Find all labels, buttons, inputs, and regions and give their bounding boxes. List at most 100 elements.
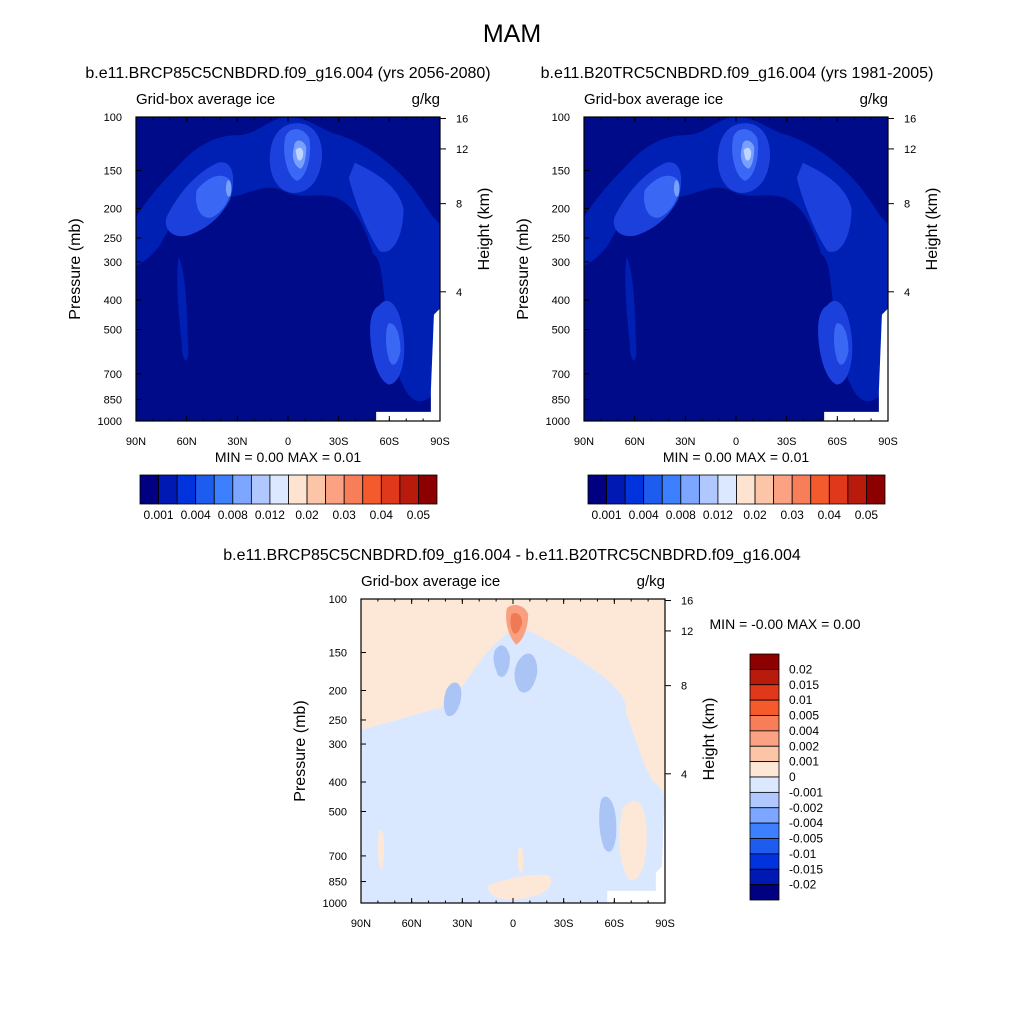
y2-tick-label: 4	[904, 287, 910, 299]
contour-region	[517, 846, 524, 873]
y-tick-label: 100	[552, 112, 570, 124]
y2-tick-label: 8	[681, 681, 687, 693]
colorbar-swatch	[232, 474, 252, 505]
colorbar-label: 0.005	[789, 709, 819, 723]
colorbar-label: 0.05	[407, 508, 431, 522]
y-tick-label: 500	[552, 324, 570, 336]
y2-axis-title: Height (km)	[701, 698, 718, 781]
y2-tick-label: 4	[681, 769, 687, 781]
min-max-stats: MIN = -0.00 MAX = 0.00	[710, 616, 861, 632]
x-tick-label: 60S	[828, 436, 848, 448]
colorbar-swatch	[643, 474, 663, 505]
y-tick-label: 250	[104, 233, 122, 245]
y-axis-title: Pressure (mb)	[67, 218, 84, 319]
y-tick-label: 200	[104, 204, 122, 216]
colorbar-swatch	[325, 474, 345, 505]
panel-units-label: g/kg	[637, 573, 665, 590]
colorbar-swatch	[661, 474, 682, 505]
x-tick-label: 30S	[554, 918, 574, 930]
colorbar-swatch	[828, 474, 849, 505]
topography-mask	[824, 308, 888, 421]
colorbar-label: -0.015	[789, 862, 823, 876]
colorbar-swatch	[418, 474, 438, 505]
contour-region	[488, 874, 551, 900]
x-tick-label: 90N	[126, 436, 146, 448]
panel-variable-label: Grid-box average ice	[136, 91, 275, 108]
colorbar-label: 0.001	[789, 755, 819, 769]
y-tick-label: 150	[552, 166, 570, 178]
colorbar-label: 0	[789, 770, 796, 784]
y-tick-label: 100	[104, 112, 122, 124]
colorbar-swatch	[269, 474, 289, 505]
colorbar-swatch	[749, 776, 780, 793]
colorbar-label: 0.05	[855, 508, 879, 522]
y-tick-label: 1000	[323, 898, 347, 910]
right-contour-panel: Grid-box average ice g/kg 100 150 200 250 300 4…	[515, 91, 941, 522]
colorbar-label: 0.008	[666, 508, 696, 522]
contour-region	[625, 256, 637, 361]
contour-region	[177, 256, 189, 361]
colorbar-label: -0.01	[789, 847, 817, 861]
y2-tick-label: 12	[904, 144, 916, 156]
colorbar-label: 0.015	[789, 678, 819, 692]
colorbar-swatch	[749, 853, 780, 870]
x-tick-label: 30N	[227, 436, 247, 448]
contour-region	[510, 613, 523, 634]
colorbar-label: 0.001	[144, 508, 174, 522]
y-tick-label: 400	[329, 777, 347, 789]
colorbar-label: 0.002	[789, 739, 819, 753]
colorbar-label: 0.001	[592, 508, 622, 522]
colorbar-swatch	[606, 474, 626, 505]
contour-region	[514, 653, 538, 693]
colorbar-swatch	[749, 668, 780, 686]
y2-tick-label: 12	[681, 626, 693, 638]
y-tick-label: 100	[329, 594, 347, 606]
x-tick-label: 60N	[625, 436, 645, 448]
colorbar-label: -0.02	[789, 878, 817, 892]
contour-field	[361, 599, 665, 903]
colorbar-swatch	[749, 822, 780, 839]
colorbar-label: 0.02	[295, 508, 319, 522]
y-tick-label: 700	[104, 369, 122, 381]
contour-region	[599, 796, 617, 852]
x-tick-label: 30S	[777, 436, 797, 448]
x-tick-label: 30N	[675, 436, 695, 448]
colorbar-swatch	[343, 474, 364, 505]
contour-region	[225, 180, 232, 197]
colorbar-label: 0.02	[743, 508, 767, 522]
colorbar-swatch	[847, 474, 867, 505]
colorbar-swatch	[195, 474, 215, 505]
y-tick-label: 200	[552, 204, 570, 216]
colorbar-label: 0.03	[333, 508, 357, 522]
colorbar-label: 0.012	[255, 508, 285, 522]
x-tick-label: 90S	[655, 918, 675, 930]
y-tick-label: 1000	[546, 416, 570, 428]
contour-region	[743, 147, 752, 161]
contour-region	[361, 626, 665, 903]
x-tick-label: 90S	[878, 436, 898, 448]
y2-tick-label: 4	[456, 287, 462, 299]
contour-field	[136, 117, 440, 421]
colorbar-swatch	[176, 474, 197, 505]
colorbar-label: 0.012	[703, 508, 733, 522]
min-max-stats: MIN = 0.00 MAX = 0.01	[215, 449, 362, 465]
x-tick-label: 30N	[452, 918, 472, 930]
y-tick-label: 1000	[98, 416, 122, 428]
contour-region	[443, 682, 462, 717]
colorbar-swatch	[380, 474, 401, 505]
colorbar-swatch	[754, 474, 775, 505]
y-tick-label: 500	[104, 324, 122, 336]
y-tick-label: 850	[104, 395, 122, 407]
colorbar-swatch	[717, 474, 737, 505]
y2-tick-label: 16	[456, 114, 468, 126]
colorbar-swatch	[749, 653, 780, 670]
contour-region	[796, 162, 852, 252]
colorbar-swatch	[306, 474, 327, 505]
colorbar-label: -0.001	[789, 785, 823, 799]
contour-field	[584, 117, 888, 421]
colorbar-label: 0.004	[789, 724, 819, 738]
colorbar-swatch	[749, 791, 780, 809]
figure-title: MAM	[483, 20, 541, 48]
colorbar-swatch	[680, 474, 700, 505]
colorbar-swatch	[399, 474, 419, 505]
